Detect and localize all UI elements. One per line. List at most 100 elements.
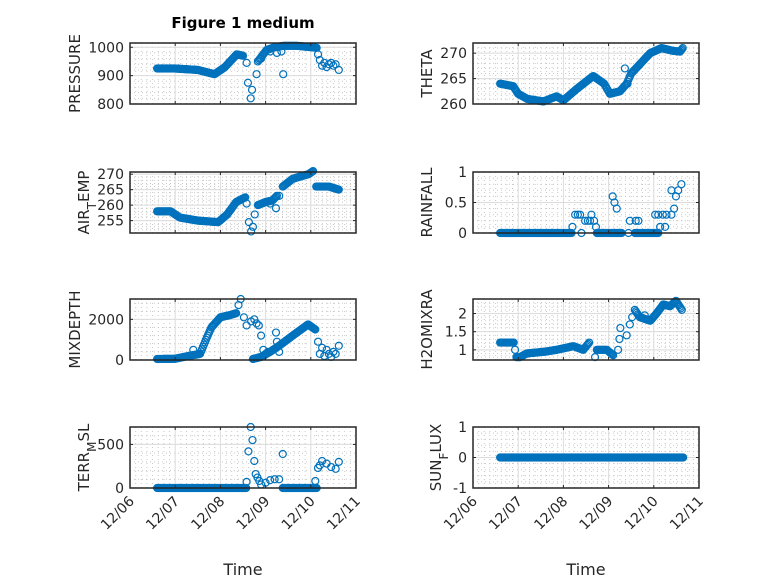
data-point [252,70,261,79]
y-axis-label: THETA [418,49,436,99]
data-point [615,334,624,344]
data-point [334,185,343,194]
y-label-subscript: M [85,442,99,452]
data-point [585,216,595,225]
data-point [248,222,258,231]
data-point [272,48,281,58]
data-point [606,348,615,358]
data-point [311,476,320,486]
y-label-text: H2OMIXRA [418,289,436,370]
y-tick-label: 265 [440,72,467,88]
x-tick-label: 12/09 [234,494,274,534]
x-tick-label: 12/11 [324,494,364,534]
y-label-text: LUX [427,424,445,453]
data-point [612,204,621,213]
y-label-text: SUN [427,460,445,492]
y-axis-label: H2OMIXRA [418,289,436,370]
data-point [246,94,255,103]
data-point [677,180,686,189]
data-point [242,199,251,208]
axes-box [129,426,357,489]
data-point [270,475,279,484]
y-tick-label: 800 [97,97,124,113]
data-point [266,476,275,485]
data-point [327,462,336,472]
axes-box [472,42,700,105]
data-point [311,325,320,334]
data-point [331,464,340,473]
axes-box [129,171,357,234]
x-axis-label: Time [565,560,605,579]
data-point [676,304,685,313]
data-point [308,166,318,176]
subplot-rainfall: 0 0.5 1 RAINFALL [418,165,700,242]
y-tick-label: 0.5 [445,196,467,212]
data-point [585,338,594,347]
y-tick-label: 1000 [88,40,124,56]
data-point [254,321,263,330]
y-tick-label: -1 [453,481,467,497]
data-point [259,345,268,354]
data-point [266,199,275,208]
data-point [239,313,249,322]
data-point [279,70,288,79]
data-point [232,309,241,318]
data-point [677,45,686,54]
data-point [256,54,266,63]
x-tick-label: 12/07 [143,494,183,534]
data-point [583,216,592,225]
data-point [275,347,284,356]
x-tick-label: 12/06 [441,493,481,533]
data-point [271,204,281,213]
data-point [250,210,259,219]
data-point [625,320,634,329]
data-point [334,457,343,466]
data-point [318,343,327,352]
y-label-text: EMP [75,171,93,202]
data-point [608,350,617,359]
x-tick-label: 12/08 [531,494,571,534]
y-axis-label: RAINFALL [418,167,436,238]
data-point [660,222,670,231]
data-point [313,337,323,346]
data-point [248,435,257,445]
y-tick-label: 2000 [88,312,124,328]
data-point [244,218,253,227]
data-point [634,216,643,225]
data-point [670,204,679,213]
y-tick-label: 265 [97,183,124,199]
data-point [329,61,338,70]
figure-title: Figure 1 medium [171,14,314,32]
data-point [573,210,582,219]
data-point [609,351,618,360]
y-axis-label: SUNFLUX [427,424,451,492]
y-axis-label: TERRMSL [75,423,99,492]
data-point [651,210,660,219]
y-label-subscript: T [85,201,99,210]
data-point [616,323,625,333]
data-point [583,340,592,350]
y-label-text: PRESSURE [66,34,84,113]
y-tick-label: 270 [440,46,467,62]
y-tick-label: 1.5 [445,325,467,341]
data-point [676,46,686,55]
data-point [247,85,257,94]
data-point [242,58,251,67]
data-point [270,193,280,202]
data-point [247,227,256,236]
x-tick-label: 12/09 [577,494,617,534]
data-point [277,47,286,56]
data-point [272,337,281,346]
data-point [658,210,667,219]
data-point [272,191,281,200]
y-tick-label: 260 [97,198,124,214]
data-point [591,222,601,231]
y-tick-label: 2 [458,307,467,323]
data-point [662,210,671,219]
series-air-temp [153,166,343,236]
x-tick-label: 12/11 [667,494,707,534]
